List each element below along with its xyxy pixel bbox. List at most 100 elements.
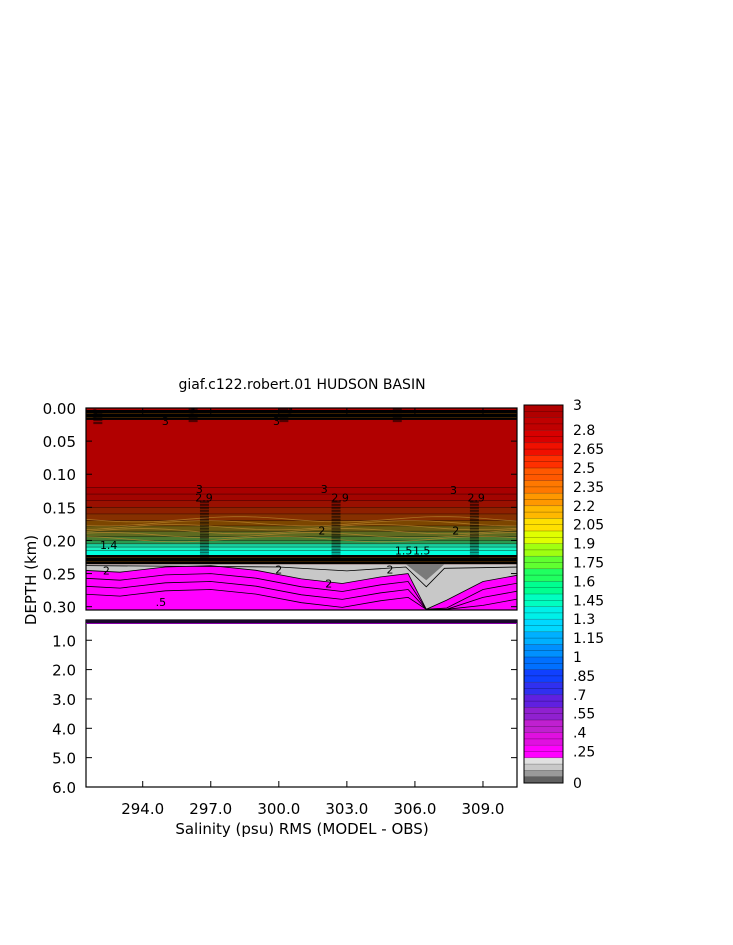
contour-label-mark [469,533,479,536]
contour-label: 2 [387,564,394,577]
colorbar-label: 1 [573,650,582,666]
contour-label: 3 [273,415,280,428]
contour-label-mark [188,410,198,414]
contour-label-mark [469,551,479,554]
colorbar-label: 2.8 [573,423,595,439]
colorbar-label: 1.9 [573,537,595,553]
contour-label-mark [93,409,103,413]
colorbar-label: .55 [573,707,595,723]
chart-title: giaf.c122.robert.01 HUDSON BASIN [178,377,425,393]
contour-label-mark [188,419,198,423]
contour-label-mark [199,536,209,539]
contour-label-mark [93,412,103,416]
contour-label-mark [199,548,209,551]
colorbar-swatch [524,764,563,771]
contour-label-mark [469,536,479,539]
lower-contour-lines [86,565,517,610]
lower-panel-top-band [86,620,517,623]
contour-label-mark [199,512,209,515]
y-tick-label-upper: 0.05 [43,433,76,451]
band-gradient [86,487,517,495]
contour-label-mark [469,548,479,551]
band-gradient [86,543,517,548]
contour-label-stacks [93,408,479,560]
contour-label-mark [469,557,479,560]
contour-label-mark [93,418,103,422]
contour-label-mark [279,413,289,417]
contour-label: 2 [325,578,332,591]
y-tick-label-upper: 0.10 [43,466,76,484]
contour-label: 3 [450,484,457,497]
contour-label-mark [331,524,341,527]
y-tick-label-upper: 0.15 [43,499,76,517]
contour-label-mark [199,503,209,506]
contour-label-mark [199,533,209,536]
band-gradient [86,536,517,541]
y-tick-label-lower: 1.0 [52,632,76,650]
y-tick-label-lower: 5.0 [52,750,76,768]
contour-label: 2 [103,564,110,577]
colorbar-label: .7 [573,688,586,704]
colorbar-label: 2.5 [573,461,595,477]
contour-label-mark [469,542,479,545]
contour-label-mark [188,413,198,417]
contour-line-magenta [86,573,517,610]
contour-label-mark [199,551,209,554]
contour-label-mark [199,545,209,548]
colorbar-label: 2.65 [573,442,604,458]
colorbar-label: 1.75 [573,556,604,572]
contour-label-mark [331,545,341,548]
x-axis-label: Salinity (psu) RMS (MODEL - OBS) [175,820,428,838]
contour-label: 3 [92,407,99,420]
contour-label: 1.4 [100,539,118,552]
axes: 0.00 0.05 0.10 0.15 0.20 0.25 0.30 1.0 2.0 3.0 4.0… [43,400,517,818]
contour-label-mark [331,500,341,503]
contour-label-mark [199,539,209,542]
band-gradient [86,500,517,508]
band-gradient [86,507,517,514]
contour-label-mark [331,533,341,536]
band-gradient [86,550,517,556]
contour-label-mark [331,527,341,530]
band-mid-dark [86,555,517,565]
contour-label: 1.5 [413,544,431,557]
band-gradient [86,540,517,544]
colorbar-swatch [524,770,563,777]
contour-label-mark [199,515,209,518]
contour-label: 2 [275,564,282,577]
x-tick-label: 309.0 [461,800,504,818]
contour-label-mark [331,518,341,521]
contour-label-mark [331,515,341,518]
contour-label-mark [279,410,289,414]
x-tick-label: 294.0 [121,800,164,818]
colorbar: 3 2.8 2.65 2.5 2.35 2.2 2.05 1.9 1.75 1.6 1.45 1.3 1… [523,398,604,792]
contour-label-mark [469,530,479,533]
y-tick-label-lower: 2.0 [52,662,76,680]
x-tick-label: 303.0 [325,800,368,818]
contour-label: 3 [321,483,328,496]
colorbar-label: 3 [573,398,582,414]
contour-label-mark [199,530,209,533]
colorbar-label: 1.15 [573,631,604,647]
band-gradient [86,513,517,521]
contour-label-mark [199,500,209,503]
contour-label-mark [392,416,402,420]
contour-label-mark [199,527,209,530]
contour-label-mark [331,521,341,524]
y-tick-label-upper: 0.20 [43,532,76,550]
contour-label-mark [469,515,479,518]
contour-label-mark [93,415,103,419]
colorbar-label: 2.2 [573,499,595,515]
contour-label-mark [199,554,209,557]
contour-label-mark [279,419,289,423]
contour-label-mark [331,548,341,551]
contour-label-mark [469,506,479,509]
contour-label-mark [392,419,402,423]
lower-panel-magenta-line [86,623,517,624]
upper-contour-lines [86,409,517,565]
contour-label-mark [469,527,479,530]
contour-label-mark [279,416,289,420]
contour-label-mark [199,557,209,560]
